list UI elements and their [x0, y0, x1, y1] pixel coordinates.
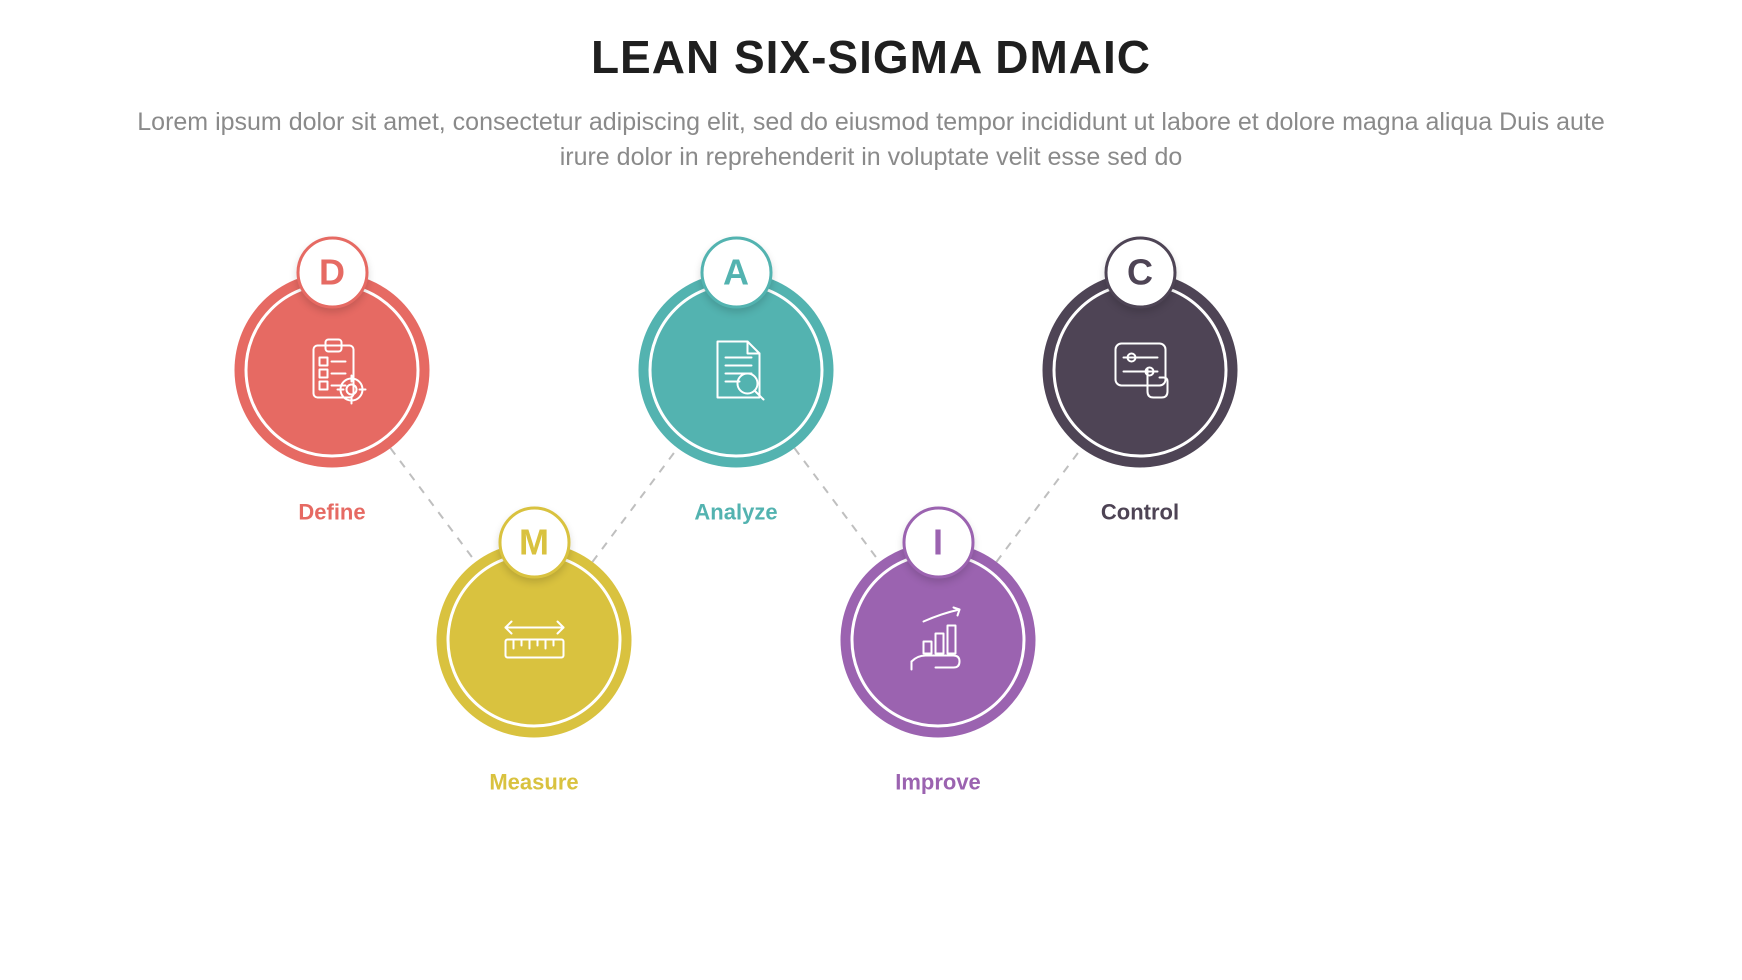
dmaic-node-control: CControl	[1043, 273, 1238, 468]
node-label: Analyze	[694, 500, 777, 526]
page-title: LEAN SIX-SIGMA DMAIC	[0, 30, 1742, 84]
dmaic-node-improve: IImprove	[841, 543, 1036, 738]
node-label: Improve	[895, 770, 981, 796]
node-label: Measure	[489, 770, 578, 796]
node-letter-badge: D	[296, 237, 368, 309]
dmaic-node-measure: MMeasure	[437, 543, 632, 738]
node-letter: M	[519, 522, 549, 564]
node-letter: D	[319, 252, 345, 294]
infographic-page: LEAN SIX-SIGMA DMAIC Lorem ipsum dolor s…	[0, 0, 1742, 980]
node-letter-badge: A	[700, 237, 772, 309]
node-letter-badge: M	[498, 507, 570, 579]
ruler-arrows-icon	[497, 603, 571, 677]
node-letter: A	[723, 252, 749, 294]
dmaic-node-define: DDefine	[235, 273, 430, 468]
node-letter-badge: C	[1104, 237, 1176, 309]
growth-hand-icon	[901, 603, 975, 677]
node-label: Define	[298, 500, 365, 526]
node-letter-badge: I	[902, 507, 974, 579]
clipboard-target-icon	[295, 333, 369, 407]
node-label: Control	[1101, 500, 1179, 526]
dmaic-node-analyze: AAnalyze	[639, 273, 834, 468]
node-letter: C	[1127, 252, 1153, 294]
page-subtitle: Lorem ipsum dolor sit amet, consectetur …	[120, 105, 1622, 175]
sliders-touch-icon	[1103, 333, 1177, 407]
node-letter: I	[933, 522, 943, 564]
doc-magnify-icon	[699, 333, 773, 407]
